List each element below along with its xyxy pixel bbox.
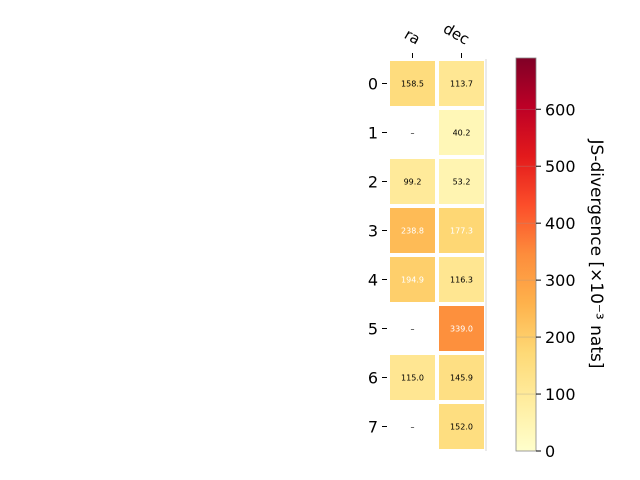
heatmap-cell bbox=[439, 61, 484, 106]
colorbar-tick-label: 0 bbox=[545, 442, 555, 461]
colorbar-tick-label: 300 bbox=[545, 271, 576, 290]
heatmap-cell bbox=[439, 355, 484, 400]
cell-label: 40.2 bbox=[453, 129, 471, 138]
colorbar-tick-label: 600 bbox=[545, 100, 576, 119]
cell-label: 152.0 bbox=[450, 423, 473, 432]
cell-label: 158.5 bbox=[401, 80, 424, 89]
heatmap-cell bbox=[439, 306, 484, 351]
heatmap-cell bbox=[390, 159, 435, 204]
y-tick-label: 2 bbox=[368, 173, 378, 192]
heatmap-cell bbox=[439, 110, 484, 155]
colorbar-gradient bbox=[515, 57, 537, 452]
heatmap-cell bbox=[439, 159, 484, 204]
cell-label: – bbox=[411, 325, 415, 334]
x-tick-label: dec bbox=[440, 19, 472, 48]
colorbar-ticks: 0 100 200 300 400 500 600 bbox=[536, 100, 576, 461]
heatmap-cells: 158.5 113.7 – 40.2 99.2 53.2 238.8 177.3 194.9 11… bbox=[390, 59, 487, 451]
cell-label: 113.7 bbox=[450, 80, 473, 89]
colorbar-tick-label: 500 bbox=[545, 157, 576, 176]
y-tick-label: 5 bbox=[368, 320, 378, 339]
heatmap-cell bbox=[439, 404, 484, 449]
cell-label: 177.3 bbox=[450, 227, 473, 236]
colorbar-tick-label: 100 bbox=[545, 385, 576, 404]
heatmap-cell bbox=[390, 257, 435, 302]
x-axis: ra dec bbox=[401, 19, 473, 58]
heatmap-cell bbox=[390, 355, 435, 400]
y-tick-label: 0 bbox=[368, 75, 378, 94]
y-tick-label: 4 bbox=[368, 271, 378, 290]
y-tick-label: 3 bbox=[368, 222, 378, 241]
colorbar-tick-label: 200 bbox=[545, 328, 576, 347]
heatmap-cell bbox=[439, 208, 484, 253]
cell-label: – bbox=[411, 423, 415, 432]
x-tick-label: ra bbox=[401, 25, 423, 48]
cell-label: – bbox=[411, 129, 415, 138]
cell-label: 238.8 bbox=[401, 227, 424, 236]
y-axis: 0 1 2 3 4 5 6 7 bbox=[368, 75, 387, 437]
cell-label: 99.2 bbox=[404, 178, 422, 187]
y-tick-label: 6 bbox=[368, 369, 378, 388]
colorbar bbox=[515, 57, 537, 452]
heatmap-cell bbox=[390, 208, 435, 253]
cell-label: 53.2 bbox=[453, 178, 471, 187]
colorbar-tick-label: 400 bbox=[545, 214, 576, 233]
colorbar-label: JS-divergence [×10⁻³ nats] bbox=[586, 139, 606, 369]
cell-label: 194.9 bbox=[401, 276, 424, 285]
cell-label: 115.0 bbox=[401, 374, 424, 383]
y-tick-label: 7 bbox=[368, 418, 378, 437]
y-tick-label: 1 bbox=[368, 124, 378, 143]
heatmap-cell bbox=[390, 61, 435, 106]
cell-label: 145.9 bbox=[450, 374, 473, 383]
cell-label: 116.3 bbox=[450, 276, 473, 285]
cell-label: 339.0 bbox=[450, 325, 473, 334]
heatmap-cell bbox=[439, 257, 484, 302]
